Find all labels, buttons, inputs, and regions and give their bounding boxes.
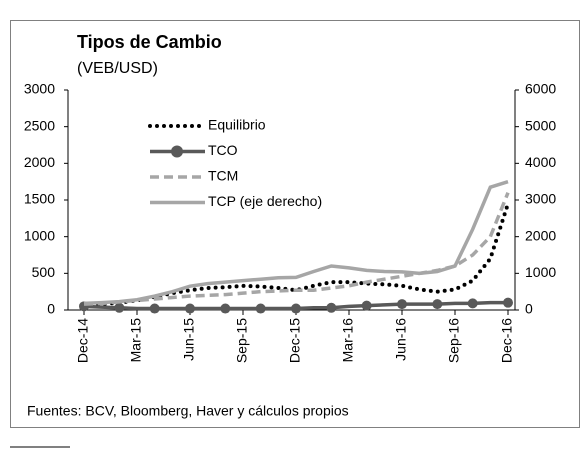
series-line bbox=[83, 179, 509, 306]
y2-tick-label: 6000 bbox=[525, 81, 556, 97]
x-tick-label: Dec-16 bbox=[499, 318, 515, 363]
series-marker bbox=[255, 303, 266, 314]
series-marker bbox=[361, 300, 372, 311]
x-tick-label: Sep-16 bbox=[446, 318, 462, 363]
x-tick-label: Dec-14 bbox=[75, 318, 91, 363]
series-marker bbox=[503, 297, 513, 308]
series-marker bbox=[185, 303, 195, 314]
series-marker bbox=[467, 298, 478, 309]
y-tick-label: 2500 bbox=[24, 117, 55, 133]
x-tick-label: Sep-15 bbox=[234, 318, 250, 363]
x-tick-label: Mar-16 bbox=[340, 318, 356, 363]
y2-tick-label: 1000 bbox=[525, 264, 556, 280]
y2-tick-label: 2000 bbox=[525, 227, 556, 243]
chart-title: Tipos de Cambio bbox=[77, 32, 222, 52]
chart-subtitle: (VEB/USD) bbox=[77, 60, 158, 77]
legend-label: TCP (eje derecho) bbox=[208, 193, 322, 209]
legend-label: TCO bbox=[208, 142, 238, 158]
y2-tick-label: 3000 bbox=[525, 191, 556, 207]
y-tick-label: 2000 bbox=[24, 154, 55, 170]
legend-label: Equilibrio bbox=[208, 117, 266, 133]
x-tick-label: Dec-15 bbox=[287, 318, 303, 363]
series-marker bbox=[149, 303, 160, 314]
legend-label: TCM bbox=[208, 168, 238, 184]
chart-frame bbox=[10, 20, 580, 428]
y2-tick-label: 0 bbox=[525, 301, 533, 317]
source-note: Fuentes: BCV, Bloomberg, Haver y cálculo… bbox=[27, 403, 349, 419]
series-line bbox=[83, 192, 510, 306]
y-tick-label: 500 bbox=[32, 264, 56, 280]
series-marker bbox=[291, 303, 301, 314]
series-marker bbox=[220, 303, 231, 314]
y-tick-label: 1000 bbox=[24, 227, 55, 243]
y-tick-label: 0 bbox=[47, 301, 55, 317]
x-tick-label: Jun-15 bbox=[181, 318, 197, 361]
x-tick-label: Jun-16 bbox=[393, 318, 409, 361]
series-marker bbox=[397, 299, 407, 310]
y-tick-label: 1500 bbox=[24, 191, 55, 207]
y2-tick-label: 4000 bbox=[525, 154, 556, 170]
series-marker bbox=[114, 302, 125, 313]
series-marker bbox=[326, 302, 337, 313]
y2-tick-label: 5000 bbox=[525, 117, 556, 133]
x-tick-label: Mar-15 bbox=[128, 318, 144, 363]
legend-marker bbox=[171, 145, 183, 158]
series-marker bbox=[432, 299, 443, 310]
y-tick-label: 3000 bbox=[24, 81, 55, 97]
